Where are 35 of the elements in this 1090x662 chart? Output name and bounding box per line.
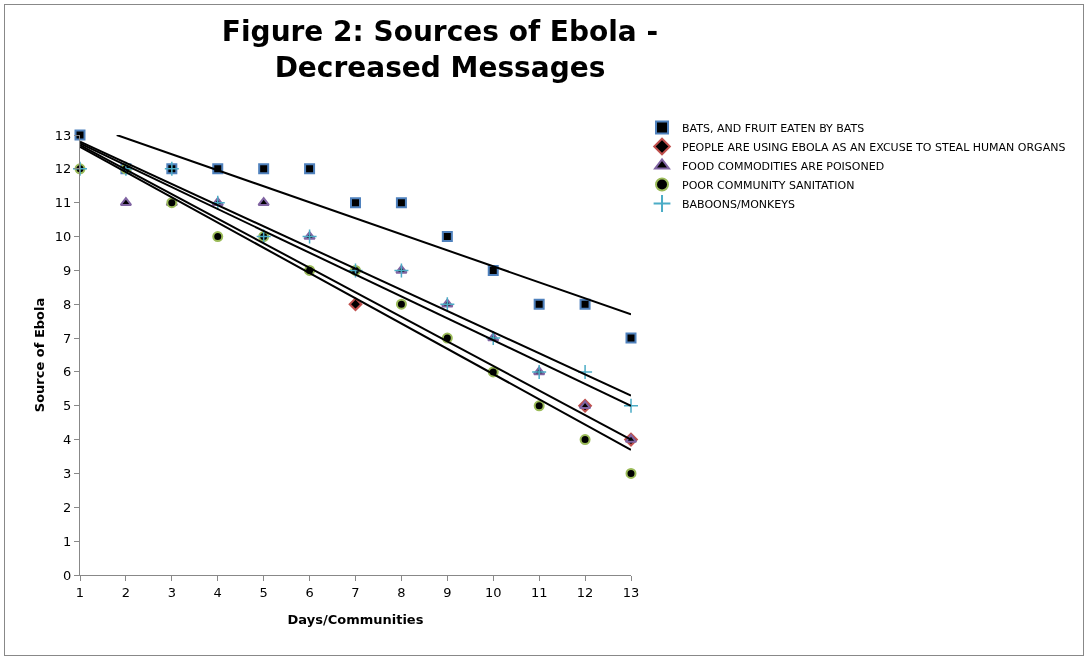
y-tick-label: 0 [63,567,72,583]
x-tick-label: 11 [530,584,548,600]
x-tick-label: 6 [305,584,314,600]
y-tick-label: 4 [63,432,72,448]
x-tick-label: 12 [576,584,594,600]
y-tick-label: 13 [54,127,72,143]
x-tick-label: 7 [351,584,360,600]
chart-title: Figure 2: Sources of Ebola - Decreased Messages [220,14,660,87]
legend-label: POOR COMMUNITY SANITATION [682,178,855,192]
y-tick-label: 10 [54,229,72,245]
legend-label: BABOONS/MONKEYS [682,197,795,211]
y-axis-title: Source of Ebola [32,297,47,413]
x-tick-label: 1 [75,584,85,600]
x-tick-label: 8 [397,584,406,600]
y-tick-label: 8 [63,296,72,312]
x-tick-label: 10 [484,584,502,600]
legend-label: FOOD COMMODITIES ARE POISONED [682,159,885,173]
y-tick-label: 3 [63,466,72,482]
y-tick-label: 7 [63,330,72,346]
legend-label: PEOPLE ARE USING EBOLA AS AN EXCUSE TO STEAL HUMAN ORGANS [682,140,1066,154]
x-axis-title: Days/Communities [287,612,424,627]
x-tick-label: 5 [259,584,268,600]
x-tick-label: 13 [622,584,640,600]
x-tick-label: 2 [121,584,131,600]
y-tick-label: 12 [54,161,72,177]
legend-label: BATS, AND FRUIT EATEN BY BATS [682,121,865,135]
y-tick-label: 1 [63,533,72,549]
y-tick-label: 6 [63,364,72,380]
x-tick-label: 4 [213,584,222,600]
x-tick-label: 9 [443,584,452,600]
y-tick-label: 2 [63,499,72,515]
y-tick-label: 11 [54,195,72,211]
y-tick-label: 9 [63,262,72,278]
x-tick-label: 3 [167,584,176,600]
y-tick-label: 5 [63,398,72,414]
